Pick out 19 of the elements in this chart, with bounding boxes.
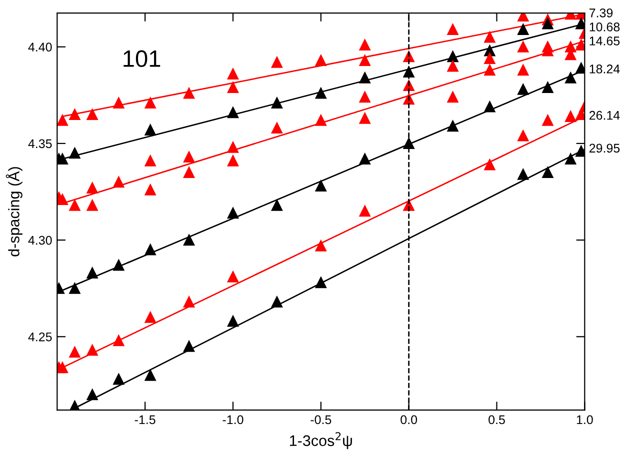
text: 29.95 [589, 144, 620, 153]
x-tick-label: 0.0 [400, 415, 418, 424]
annotation: 101 [124, 50, 160, 68]
y-tick-label: 4.30 [28, 236, 52, 245]
x-tick-label: 1.0 [576, 415, 593, 424]
x-tick-label: -1.5 [134, 415, 156, 424]
text: 26.14 [589, 110, 620, 120]
x-axis-title: 1-3cos$^{2}$ψ [290, 432, 352, 450]
text: 7.39 [589, 8, 613, 18]
y-tick-label: 4.40 [28, 42, 52, 52]
x-tick-label: 0.5 [488, 415, 505, 424]
y-axis-title: d-spacing (Å) [6, 167, 22, 256]
text: 10.68 [590, 22, 620, 32]
y-tick-label: 4.25 [28, 332, 52, 342]
x-tick-label: -0.5 [310, 415, 332, 424]
text: 18.24 [590, 64, 620, 74]
y-tick-label: 4.35 [28, 139, 52, 148]
x-tick-label: -1.0 [222, 415, 244, 424]
text: 14.65 [590, 36, 620, 46]
